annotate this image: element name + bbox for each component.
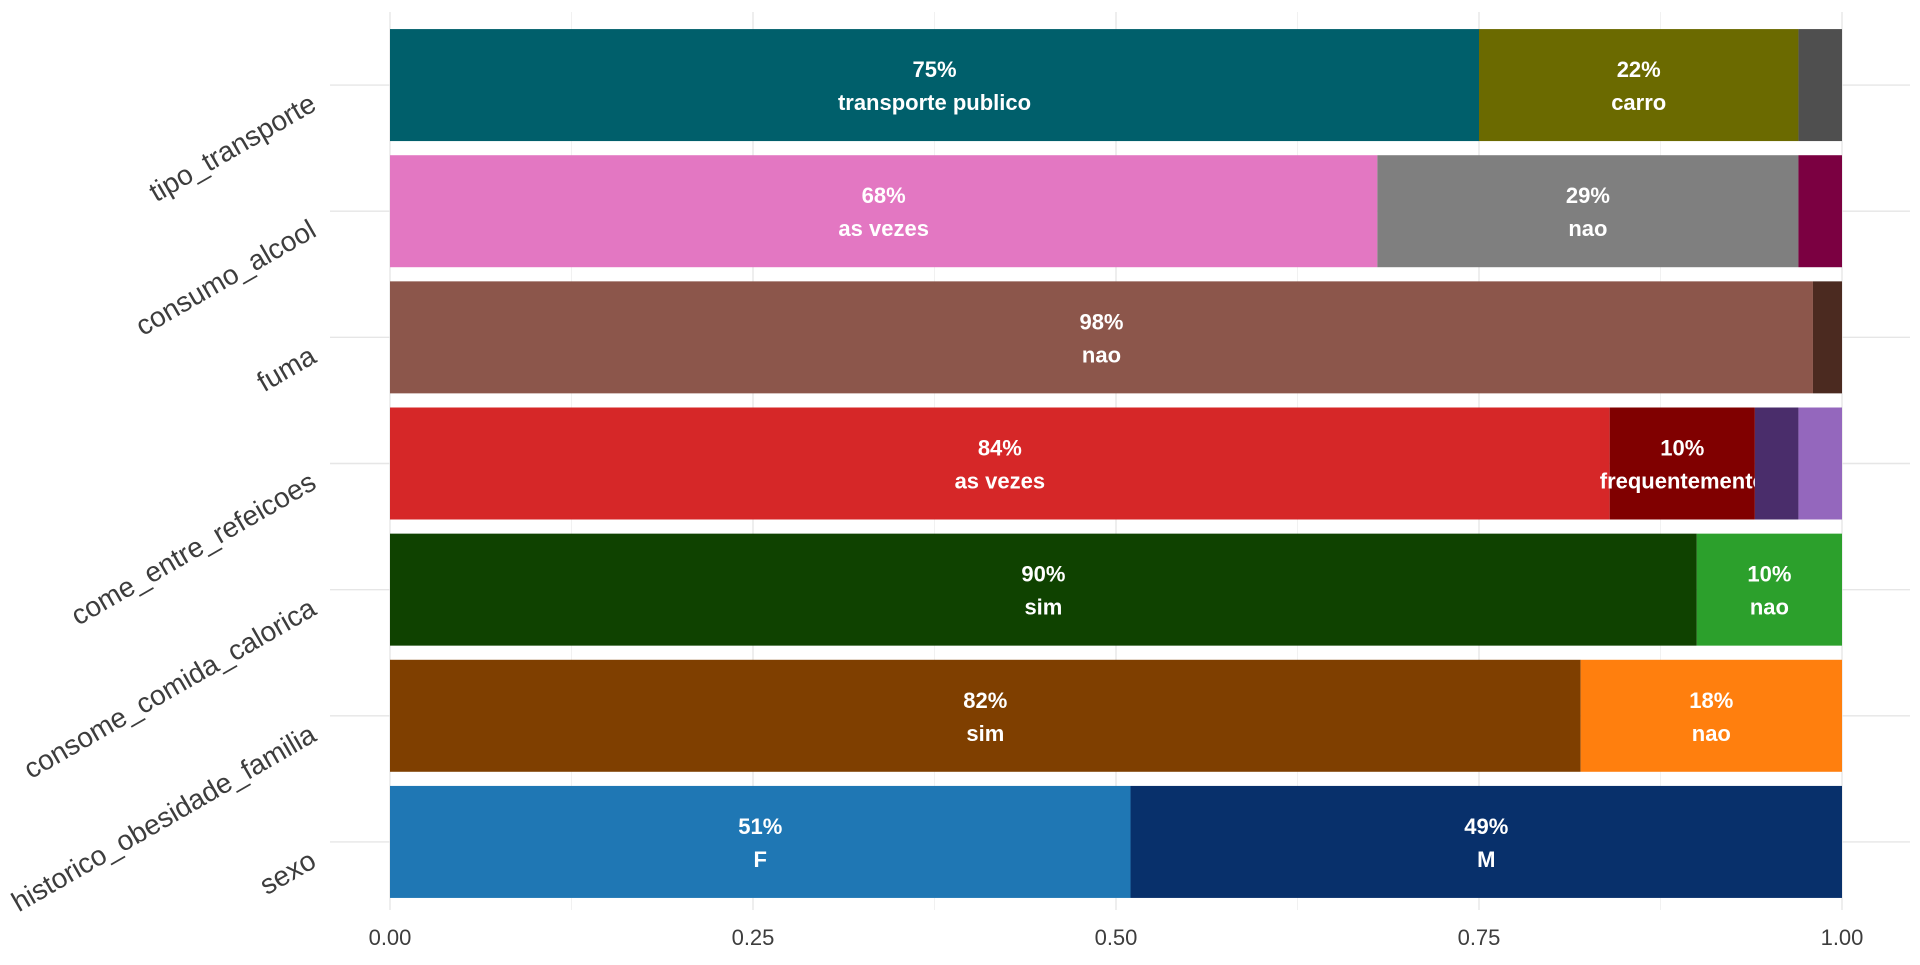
bar-label-level: F (754, 847, 767, 872)
bar-segment-sexo-0 (390, 785, 1131, 898)
bar-segment-consome_comida_calorica-1 (1696, 533, 1842, 646)
bar-segment-come_entre_refeicoes-2 (1754, 407, 1799, 520)
bar-segment-come_entre_refeicoes-0 (390, 407, 1610, 520)
bar-label-level: frequentemente (1600, 469, 1765, 494)
bar-segment-historico_obesidade_familia-1 (1580, 659, 1842, 772)
x-tick-label: 0.00 (369, 925, 412, 950)
bar-segment-come_entre_refeicoes-1 (1609, 407, 1755, 520)
bar-segment-historico_obesidade_familia-0 (390, 659, 1581, 772)
y-tick-label: tipo_transporte (144, 87, 321, 207)
bar-label-level: nao (1568, 216, 1607, 241)
bar-label-pct: 51% (738, 814, 782, 839)
x-tick-label: 0.25 (732, 925, 775, 950)
bar-label-pct: 10% (1660, 436, 1704, 461)
x-axis: 0.00 0.25 0.50 0.75 1.00 (369, 925, 1864, 950)
x-tick-label: 0.75 (1458, 925, 1501, 950)
bar-segment-tipo_transporte-1 (1479, 29, 1799, 142)
x-tick-label: 0.50 (1095, 925, 1138, 950)
bar-label-pct: 68% (862, 183, 906, 208)
bar-label-level: M (1477, 847, 1495, 872)
bar-segment-sexo-1 (1130, 785, 1842, 898)
bar-label-pct: 98% (1079, 309, 1123, 334)
y-tick-label: fuma (252, 339, 322, 397)
bar-label-level: transporte publico (838, 90, 1031, 115)
bar-label-pct: 82% (963, 688, 1007, 713)
bar-segment-fuma-1 (1812, 281, 1842, 394)
bar-segment-consumo_alcool-2 (1798, 155, 1842, 268)
bar-segment-tipo_transporte-0 (390, 29, 1479, 142)
bar-label-level: nao (1082, 342, 1121, 367)
bar-label-pct: 10% (1747, 562, 1791, 587)
y-axis: tipo_transporteconsumo_alcoolfumacome_en… (6, 87, 321, 917)
bar-label-level: nao (1750, 595, 1789, 620)
bars-layer: 75% transporte publico 22% carro 68% as vezes… (390, 29, 1842, 898)
bar-label-pct: 49% (1464, 814, 1508, 839)
x-tick-label: 1.00 (1821, 925, 1864, 950)
bar-label-level: carro (1611, 90, 1666, 115)
bar-segment-come_entre_refeicoes-3 (1798, 407, 1842, 520)
y-tick-label: sexo (254, 844, 321, 900)
bar-label-pct: 22% (1617, 57, 1661, 82)
bar-label-pct: 29% (1566, 183, 1610, 208)
bar-label-pct: 84% (978, 436, 1022, 461)
bar-label-pct: 75% (912, 57, 956, 82)
bar-label-level: nao (1692, 721, 1731, 746)
bar-segment-consome_comida_calorica-0 (390, 533, 1697, 646)
bar-label-level: as vezes (955, 469, 1046, 494)
bar-segment-tipo_transporte-2 (1798, 29, 1842, 142)
bar-segment-consumo_alcool-0 (390, 155, 1378, 268)
bar-segment-fuma-0 (390, 281, 1813, 394)
bar-label-level: as vezes (838, 216, 929, 241)
bar-label-pct: 90% (1021, 562, 1065, 587)
bar-segment-consumo_alcool-1 (1377, 155, 1799, 268)
bar-label-level: sim (966, 721, 1004, 746)
bar-label-level: sim (1024, 595, 1062, 620)
bar-label-pct: 18% (1689, 688, 1733, 713)
y-tick-label: consumo_alcool (130, 214, 321, 342)
